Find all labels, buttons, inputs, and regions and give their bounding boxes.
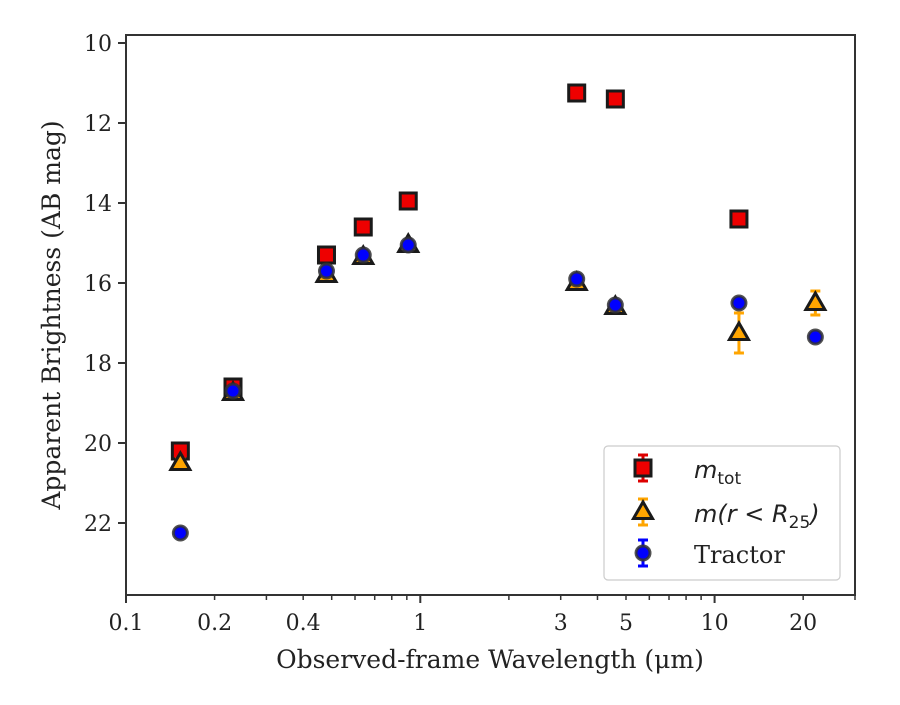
y-tick-label-5: 20 [84,432,112,457]
point-tractor-0 [171,524,189,542]
point-tractor-1 [224,382,242,400]
y-tick-label-2: 14 [84,192,112,217]
point-tractor-6 [606,296,624,314]
point-tractor-2 [317,262,335,280]
point-m-tot-5 [567,83,587,103]
point-m-tot-4 [398,191,418,211]
y-axis-title: Apparent Brightness (AB mag) [37,120,66,510]
point-tractor-3 [354,246,372,264]
point-tractor-5 [568,270,586,288]
point-m-tot-7 [729,209,749,229]
point-tractor-8 [806,328,824,346]
y-tick-label-6: 22 [84,512,112,537]
point-tractor-7 [730,294,748,312]
legend-markers [630,453,656,568]
y-tick-label-0: 10 [84,32,112,57]
point-tractor-4 [399,236,417,254]
point-m-tot-2 [316,245,336,265]
point-m-r25-8 [803,289,828,311]
x-tick-label-7: 20 [789,611,817,636]
x-tick-label-4: 3 [554,611,568,636]
y-tick-label-1: 12 [84,112,112,137]
chart-marks [168,83,828,542]
plot-frame [125,34,856,596]
x-axis-title: Observed-frame Wavelength (μm) [276,645,704,674]
series-m-r25 [168,231,828,471]
x-axis-ticks: 0.1 0.2 0.4 1 3 5 10 20 [109,595,856,636]
y-axis-ticks: 10 12 14 16 18 20 22 [84,32,126,537]
x-tick-label-5: 5 [619,611,633,636]
legend-label-m-r25: m(r < R25) [694,500,820,533]
point-m-r25-0 [168,449,193,471]
series-m-tot [170,83,749,461]
legend: mtot m(r < R25) Tractor [603,445,841,581]
series-tractor [171,236,824,542]
y-tick-label-3: 16 [84,272,112,297]
point-m-r25-7 [726,319,752,341]
point-m-tot-3 [353,217,373,237]
point-m-tot-6 [605,89,625,109]
legend-box [603,445,841,581]
legend-marker-m-r25 [630,498,656,520]
x-tick-label-2: 0.4 [286,611,321,636]
x-tick-label-0: 0.1 [109,611,144,636]
legend-label-m-tot: mtot [694,456,741,489]
x-tick-label-6: 10 [701,611,729,636]
legend-marker-m-tot [633,458,653,478]
legend-label-tractor: Tractor [694,541,785,569]
legend-marker-tractor [634,544,652,562]
x-tick-label-1: 0.2 [197,611,232,636]
x-tick-label-3: 1 [413,611,427,636]
y-tick-label-4: 18 [84,352,112,377]
